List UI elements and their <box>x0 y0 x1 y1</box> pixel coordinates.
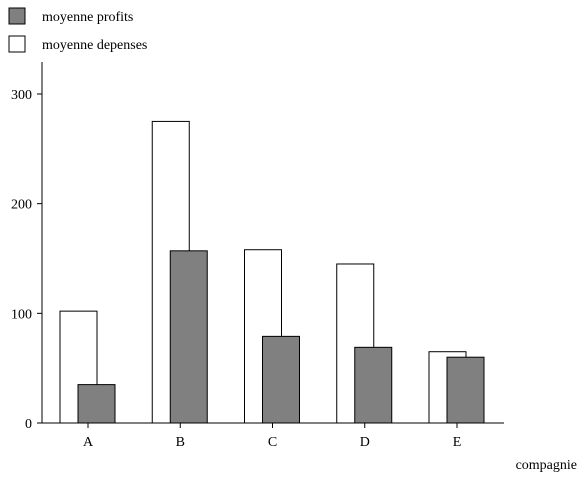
x-tick-label: C <box>268 435 277 450</box>
legend-label-profits: moyenne profits <box>42 10 133 25</box>
legend-label-depenses: moyenne depenses <box>42 38 147 53</box>
x-tick-label: A <box>83 435 94 450</box>
y-ticks: 0 100 200 300 <box>11 88 42 432</box>
y-tick-label: 100 <box>11 307 32 322</box>
x-ticks: A B C D E <box>83 423 461 450</box>
legend-swatch-depenses <box>8 35 26 53</box>
x-tick-label: E <box>453 435 462 450</box>
bar-profits-B <box>169 250 208 424</box>
bar-profits-C <box>262 335 300 424</box>
bar-profits-A <box>77 384 116 424</box>
x-tick-label: D <box>360 435 370 450</box>
y-tick-label: 0 <box>25 417 32 432</box>
legend-swatch-profits <box>8 7 26 25</box>
x-tick-label: B <box>176 435 185 450</box>
bars <box>59 120 485 424</box>
y-tick-label: 300 <box>11 88 32 103</box>
bar-profits-D <box>354 346 393 424</box>
bar-profits-E <box>446 356 485 424</box>
y-tick-label: 200 <box>11 198 32 213</box>
legend: moyenne profits moyenne depenses <box>8 7 147 53</box>
x-axis-label: compagnie <box>516 458 577 473</box>
